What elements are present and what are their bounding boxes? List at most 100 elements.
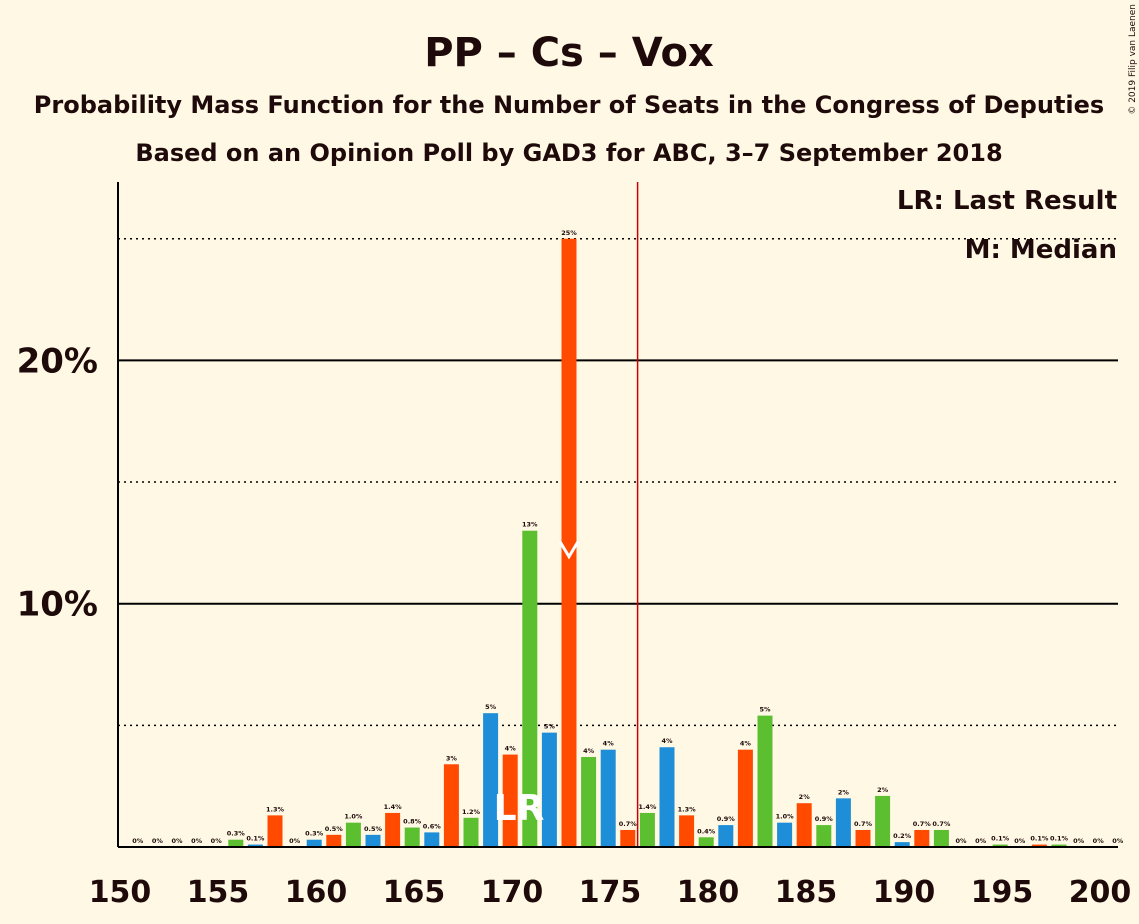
bar-label-169: 5% [485,703,497,711]
bar-label-180: 0.4% [697,827,716,835]
x-tick-label: 185 [775,875,838,910]
bar-label-185: 2% [799,793,811,801]
bar-label-160: 0.3% [305,830,324,838]
bar-label-199: 0% [1073,837,1085,845]
y-tick-label: 20% [17,341,98,381]
bar-label-178: 4% [661,737,673,745]
bar-label-196: 0% [1014,837,1026,845]
bar-label-167: 3% [446,754,458,762]
bar-label-171: 13% [522,521,538,529]
bar-198 [1051,844,1067,847]
chart-subtitle-2: Based on an Opinion Poll by GAD3 for ABC… [135,139,1002,167]
bar-label-190: 0.2% [893,832,912,840]
chart-title: PP – Cs – Vox [424,30,714,76]
bar-label-181: 0.9% [717,815,736,823]
x-tick-label: 190 [873,875,936,910]
legend-median: M: Median [965,235,1117,265]
bar-163 [365,834,381,847]
bar-label-158: 1.3% [266,805,285,813]
bar-label-183: 5% [759,706,771,714]
bar-label-154: 0% [191,837,203,845]
bar-label-168: 1.2% [462,808,481,816]
bar-161 [326,834,342,847]
bar-label-186: 0.9% [815,815,834,823]
bar-178 [659,747,675,847]
bar-185 [796,803,812,847]
bar-187 [835,798,851,847]
bar-label-194: 0% [975,837,987,845]
axis-layer: 10% 20% 150 155 160 165 170 175 180 185 190 195 200 [17,182,1131,910]
bar-label-179: 1.3% [678,805,697,813]
bar-label-184: 1.0% [776,813,795,821]
x-tick-label: 180 [677,875,740,910]
bar-171 [522,530,538,847]
bar-label-156: 0.3% [227,830,246,838]
copyright-notice: © 2019 Filip van Laenen [1128,4,1138,115]
x-tick-label: 195 [971,875,1034,910]
bar-197 [1031,844,1047,847]
bar-182 [737,749,753,847]
bar-180 [698,837,714,847]
x-tick-label: 170 [481,875,544,910]
bar-168 [463,817,479,847]
bar-label-163: 0.5% [364,825,383,833]
bar-label-159: 0% [289,837,301,845]
bar-162 [345,822,361,847]
bar-label-200: 0% [1093,837,1105,845]
bar-label-193: 0% [955,837,967,845]
bar-label-161: 0.5% [325,825,344,833]
bar-label-195: 0.1% [991,835,1010,843]
bar-label-162: 1.0% [344,813,363,821]
bar-label-153: 0% [171,837,183,845]
bar-label-187: 2% [838,788,850,796]
bar-label-166: 0.6% [423,822,442,830]
bar-156 [228,839,244,847]
bar-181 [718,825,734,847]
bar-label-157: 0.1% [246,835,265,843]
median-marker [558,540,580,560]
y-tick-label: 10% [17,585,98,625]
bar-label-170: 4% [505,745,517,753]
x-tick-label: 155 [187,875,250,910]
bar-167 [443,764,459,847]
bar-176 [620,829,636,847]
bar-179 [679,815,695,847]
bar-label-176: 0.7% [619,820,638,828]
bar-165 [404,827,420,847]
bar-label-189: 2% [877,786,889,794]
bar-188 [855,829,871,847]
bar-label-177: 1.4% [638,803,657,811]
x-tick-label: 160 [285,875,348,910]
bar-189 [875,795,891,847]
bar-label-175: 4% [603,740,615,748]
bar-label-172: 5% [544,723,556,731]
last-result-marker: LR [494,788,545,829]
bar-label-164: 1.4% [384,803,403,811]
bar-label-151: 0% [132,837,144,845]
bar-label-192: 0.7% [932,820,951,828]
bar-191 [914,829,930,847]
bar-label-155: 0% [211,837,223,845]
bar-174 [581,756,597,847]
bar-190 [894,842,910,847]
chart-subtitle: Probability Mass Function for the Number… [34,91,1104,119]
bar-label-191: 0.7% [913,820,932,828]
bar-label-188: 0.7% [854,820,873,828]
bar-label-182: 4% [740,740,752,748]
bar-layer: 0% 0% 0% 0% 0%0.3%0.1%1.3%0%0.3%0.5%1.0%0.5%… [132,229,1124,847]
bar-label-201: 0% [1112,837,1124,845]
bar-160 [306,839,322,847]
bar-173 [561,238,577,847]
bar-170 [502,754,518,847]
bar-label-198: 0.1% [1050,835,1069,843]
bar-184 [777,822,793,847]
bar-label-152: 0% [152,837,164,845]
bar-169 [483,713,499,847]
x-tick-label: 150 [89,875,152,910]
legend-last-result: LR: Last Result [897,186,1117,216]
bar-186 [816,825,832,847]
bar-192 [933,829,949,847]
bar-label-174: 4% [583,747,595,755]
x-tick-label: 165 [383,875,446,910]
